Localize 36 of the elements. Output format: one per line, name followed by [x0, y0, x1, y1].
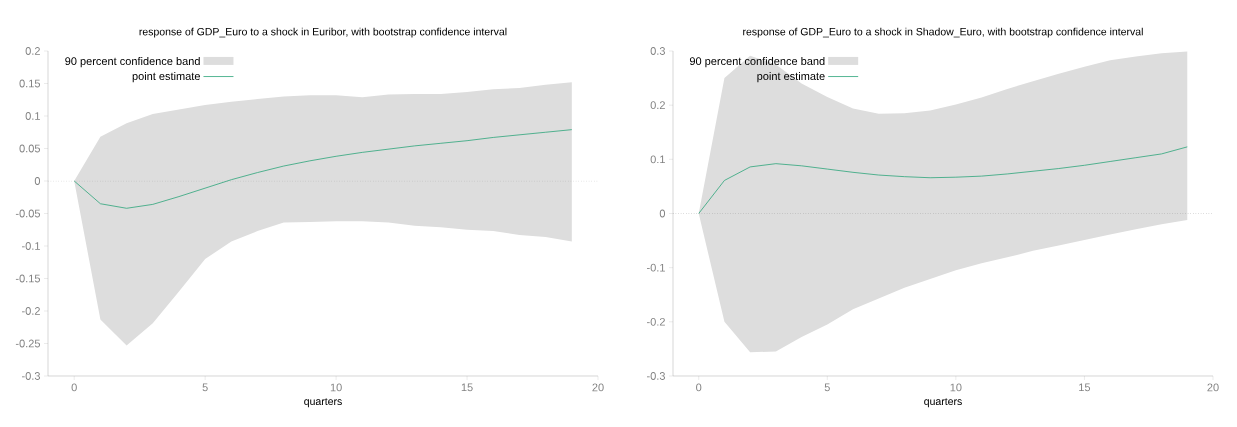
y-tick-label: 0.2	[25, 47, 40, 55]
y-tick-label: 0.05	[19, 144, 41, 153]
annotation: 90 percent confidence band	[65, 56, 200, 68]
legend-label: point estimate	[132, 71, 200, 83]
x-axis-title: quarters	[924, 398, 962, 408]
y-tick-label: -0.05	[15, 209, 41, 218]
x-tick-label: 10	[950, 383, 962, 392]
x-tick-label: 10	[330, 383, 342, 392]
y-tick-label: 0.3	[650, 47, 665, 55]
y-tick-label: -0.3	[647, 372, 665, 380]
y-tick-label: -0.25	[15, 339, 41, 348]
y-tick-label: -0.1	[22, 242, 40, 250]
legend-label: point estimate	[757, 71, 825, 83]
x-tick-label: 20	[1207, 383, 1219, 392]
annotation: 90 percent confidence band	[689, 56, 825, 68]
y-tick-label: -0.15	[15, 274, 41, 283]
x-tick-label: 20	[592, 383, 604, 392]
x-tick-label: 0	[696, 383, 702, 392]
y-tick-label: -0.2	[647, 317, 665, 326]
y-tick-label: 0.1	[25, 112, 40, 120]
chart-title: response of GDP_Euro to a shock in Euribor, with bootstrap confidence interval	[139, 27, 507, 38]
x-tick-label: 0	[71, 383, 77, 392]
y-tick-label: 0.2	[650, 101, 665, 110]
chart-title: response of GDP_Euro to a shock in Shadow_Euro, with bootstrap confidence interval	[743, 27, 1143, 38]
y-tick-label: -0.2	[22, 307, 40, 315]
y-tick-label: 0.15	[19, 79, 41, 88]
y-tick-label: 0	[659, 209, 666, 218]
x-axis-title: quarters	[304, 398, 342, 408]
x-tick-label: 15	[461, 383, 473, 392]
x-tick-label: 5	[202, 383, 208, 392]
y-tick-label: -0.1	[647, 263, 665, 272]
y-tick-label: 0	[34, 177, 41, 185]
y-tick-label: 0.1	[650, 155, 665, 164]
x-tick-label: 15	[1079, 383, 1091, 392]
y-tick-label: -0.3	[22, 372, 40, 380]
x-tick-label: 5	[824, 383, 830, 392]
